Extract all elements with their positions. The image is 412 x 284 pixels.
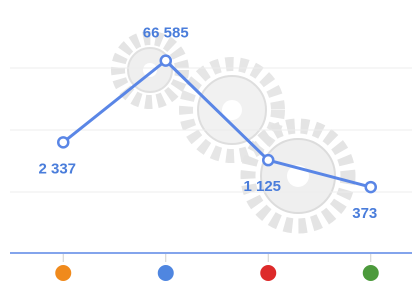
point bbox=[366, 182, 376, 192]
category-dot bbox=[55, 265, 71, 281]
background-gears bbox=[118, 38, 348, 226]
category-dot bbox=[363, 265, 379, 281]
value-label: 66 585 bbox=[143, 25, 189, 42]
point bbox=[161, 56, 171, 66]
point bbox=[58, 137, 68, 147]
value-label: 1 125 bbox=[243, 178, 281, 195]
category-dot bbox=[260, 265, 276, 281]
point bbox=[263, 155, 273, 165]
category-dot bbox=[158, 265, 174, 281]
value-label: 373 bbox=[352, 205, 377, 222]
value-label: 2 337 bbox=[38, 160, 76, 177]
chart: 2 337 66 585 1 125 373 bbox=[0, 0, 412, 284]
